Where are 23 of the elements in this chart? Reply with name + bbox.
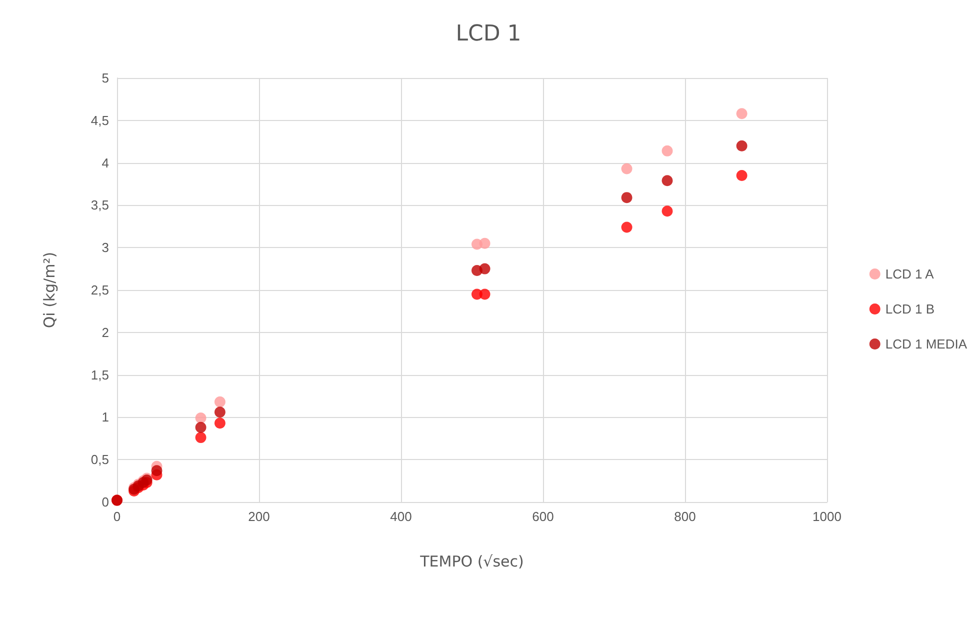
y-tick-label: 5 <box>102 70 109 86</box>
chart-title: LCD 1 <box>456 22 522 46</box>
x-tick-label: 800 <box>674 509 696 524</box>
y-tick-label: 0,5 <box>90 452 109 468</box>
y-tick-label: 4,5 <box>90 112 109 128</box>
legend-label: LCD 1 MEDIA <box>885 336 968 352</box>
x-tick-label: 600 <box>532 509 554 524</box>
x-tick-label: 400 <box>390 509 412 524</box>
x-tick-label: 0 <box>113 509 121 524</box>
y-axis-title: Qi (kg/m²) <box>40 252 58 328</box>
y-tick-label: 3,5 <box>90 198 109 213</box>
y-tick-label: 2,5 <box>90 282 109 298</box>
y-tick-label: 2 <box>102 324 109 340</box>
y-tick-label: 0 <box>102 494 109 510</box>
x-axis-title: TEMPO (√sec) <box>419 552 524 570</box>
x-tick-label: 200 <box>248 509 270 524</box>
x-tick-label: 1000 <box>812 509 842 524</box>
y-tick-label: 4 <box>102 155 109 170</box>
y-tick-label: 3 <box>102 240 109 256</box>
legend-label: LCD 1 B <box>885 302 935 316</box>
y-tick-label: 1 <box>102 410 109 425</box>
y-tick-label: 1,5 <box>90 367 109 382</box>
legend-label: LCD 1 A <box>885 266 934 282</box>
